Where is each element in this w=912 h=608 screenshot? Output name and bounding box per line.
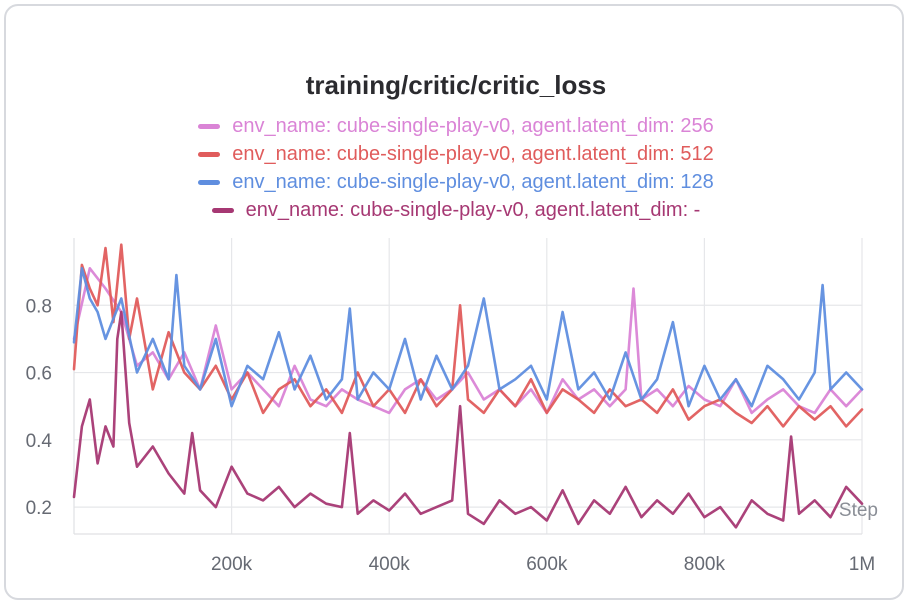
series-line-3 [72,310,864,529]
legend-item-latent-512[interactable]: env_name: cube-single-play-v0, agent.lat… [0,140,912,168]
x-tick-label: 400k [369,554,411,575]
legend-item-latent-128[interactable]: env_name: cube-single-play-v0, agent.lat… [0,168,912,196]
y-tick-label: 0.4 [26,431,53,452]
chart-legend: env_name: cube-single-play-v0, agent.lat… [0,112,912,224]
x-tick-label: 1M [849,554,875,575]
series-line-1 [72,243,864,428]
x-axis-label: Step [839,500,878,521]
x-tick-label: 600k [526,554,568,575]
legend-label: env_name: cube-single-play-v0, agent.lat… [232,114,714,137]
series-line-2 [72,266,864,408]
legend-swatch [198,151,221,157]
x-tick-label: 800k [684,554,726,575]
legend-label: env_name: cube-single-play-v0, agent.lat… [232,142,714,165]
legend-swatch [211,207,234,213]
chart-title: training/critic/critic_loss [305,70,607,100]
legend-item-latent-dash[interactable]: env_name: cube-single-play-v0, agent.lat… [0,196,912,224]
legend-label: env_name: cube-single-play-v0, agent.lat… [245,198,701,221]
legend-swatch [198,123,221,129]
y-tick-label: 0.8 [26,296,52,317]
series-line-0 [72,266,864,415]
legend-swatch [198,179,221,185]
legend-item-latent-256[interactable]: env_name: cube-single-play-v0, agent.lat… [0,112,912,140]
x-tick-label: 200k [211,554,253,575]
y-tick-label: 0.2 [26,498,52,519]
y-tick-label: 0.6 [26,364,52,385]
legend-label: env_name: cube-single-play-v0, agent.lat… [232,170,714,193]
